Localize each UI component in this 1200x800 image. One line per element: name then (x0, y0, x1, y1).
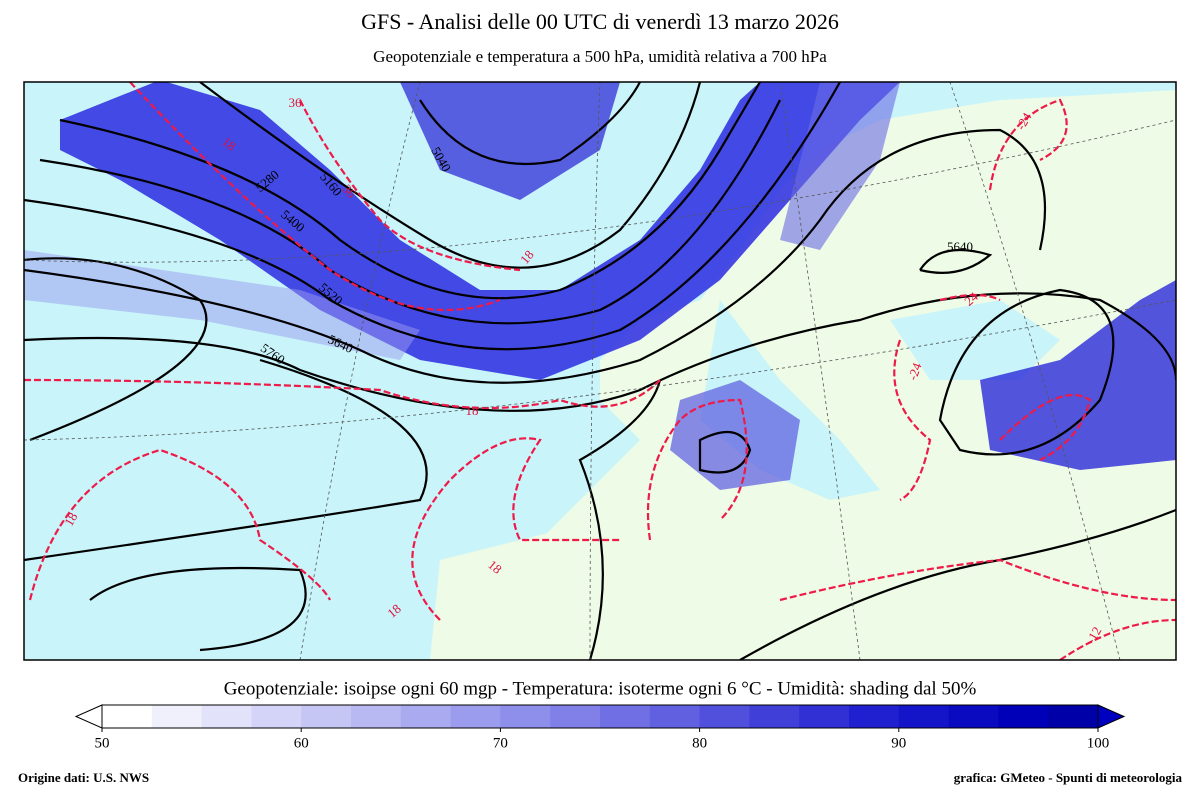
colorbar: 50 60 70 80 90 100 (74, 704, 1126, 751)
source: Origine dati: U.S. NWS (18, 770, 149, 785)
isotherm-label: -24 (905, 360, 925, 382)
humidity-area (980, 280, 1176, 470)
colorbar-tick-label: 90 (891, 735, 906, 751)
colorbar-tick-label: 60 (294, 735, 309, 751)
colorbar-segment (649, 705, 701, 728)
isohypse-label: 5640 (947, 239, 973, 254)
colorbar-segment (898, 705, 950, 728)
colorbar-segment (151, 705, 203, 728)
humidity-band (60, 82, 900, 380)
humidity-area (670, 380, 800, 490)
colorbar-segment (550, 705, 601, 728)
humidity-area (400, 82, 620, 200)
subtitle: Geopotenziale e temperatura a 500 hPa, u… (373, 47, 827, 66)
map-frame (23, 81, 1177, 661)
isotherm-label: 18 (61, 510, 80, 529)
colorbar-tick-label: 50 (95, 735, 110, 751)
grid (24, 82, 1176, 660)
colorbar-under (74, 704, 103, 729)
credit: grafica: GMeteo - Spunti di meteorologia (954, 770, 1183, 785)
colorbar-segment (102, 705, 153, 728)
colorbar-segment (699, 705, 750, 728)
isotherms (24, 82, 1176, 660)
colorbar-segment (849, 705, 900, 728)
humidity-area (780, 82, 900, 250)
colorbar-segment (600, 705, 651, 728)
colorbar-segment (799, 705, 850, 728)
colorbar-segment (1048, 705, 1099, 728)
colorbar-over (1097, 704, 1126, 729)
colorbar-segment (201, 705, 252, 728)
title: GFS - Analisi delle 00 UTC di venerdì 13… (361, 9, 839, 34)
colorbar-tick-label: 70 (493, 735, 508, 751)
map: 5040 5160 5280 5400 5520 5640 5760 5640 … (24, 82, 1176, 660)
isohypses (24, 82, 1176, 660)
colorbar-segment (351, 705, 402, 728)
colorbar-tick-label: 100 (1087, 735, 1110, 751)
colorbar-segment (998, 705, 1049, 728)
isotherm-label: 36 (289, 95, 303, 110)
colorbar-segment (251, 705, 302, 728)
colorbar-segment (749, 705, 800, 728)
colorbar-tick-label: 80 (692, 735, 707, 751)
colorbar-segment (400, 705, 452, 728)
legend-title: Geopotenziale: isoipse ogni 60 mgp - Tem… (224, 678, 977, 699)
isotherm-label: 18 (466, 403, 479, 418)
land-europe (470, 90, 1176, 660)
colorbar-frame (101, 704, 1099, 729)
colorbar-segment (500, 705, 551, 728)
colorbar-segment (301, 705, 352, 728)
colorbar-segment (450, 705, 501, 728)
colorbar-segment (948, 705, 999, 728)
